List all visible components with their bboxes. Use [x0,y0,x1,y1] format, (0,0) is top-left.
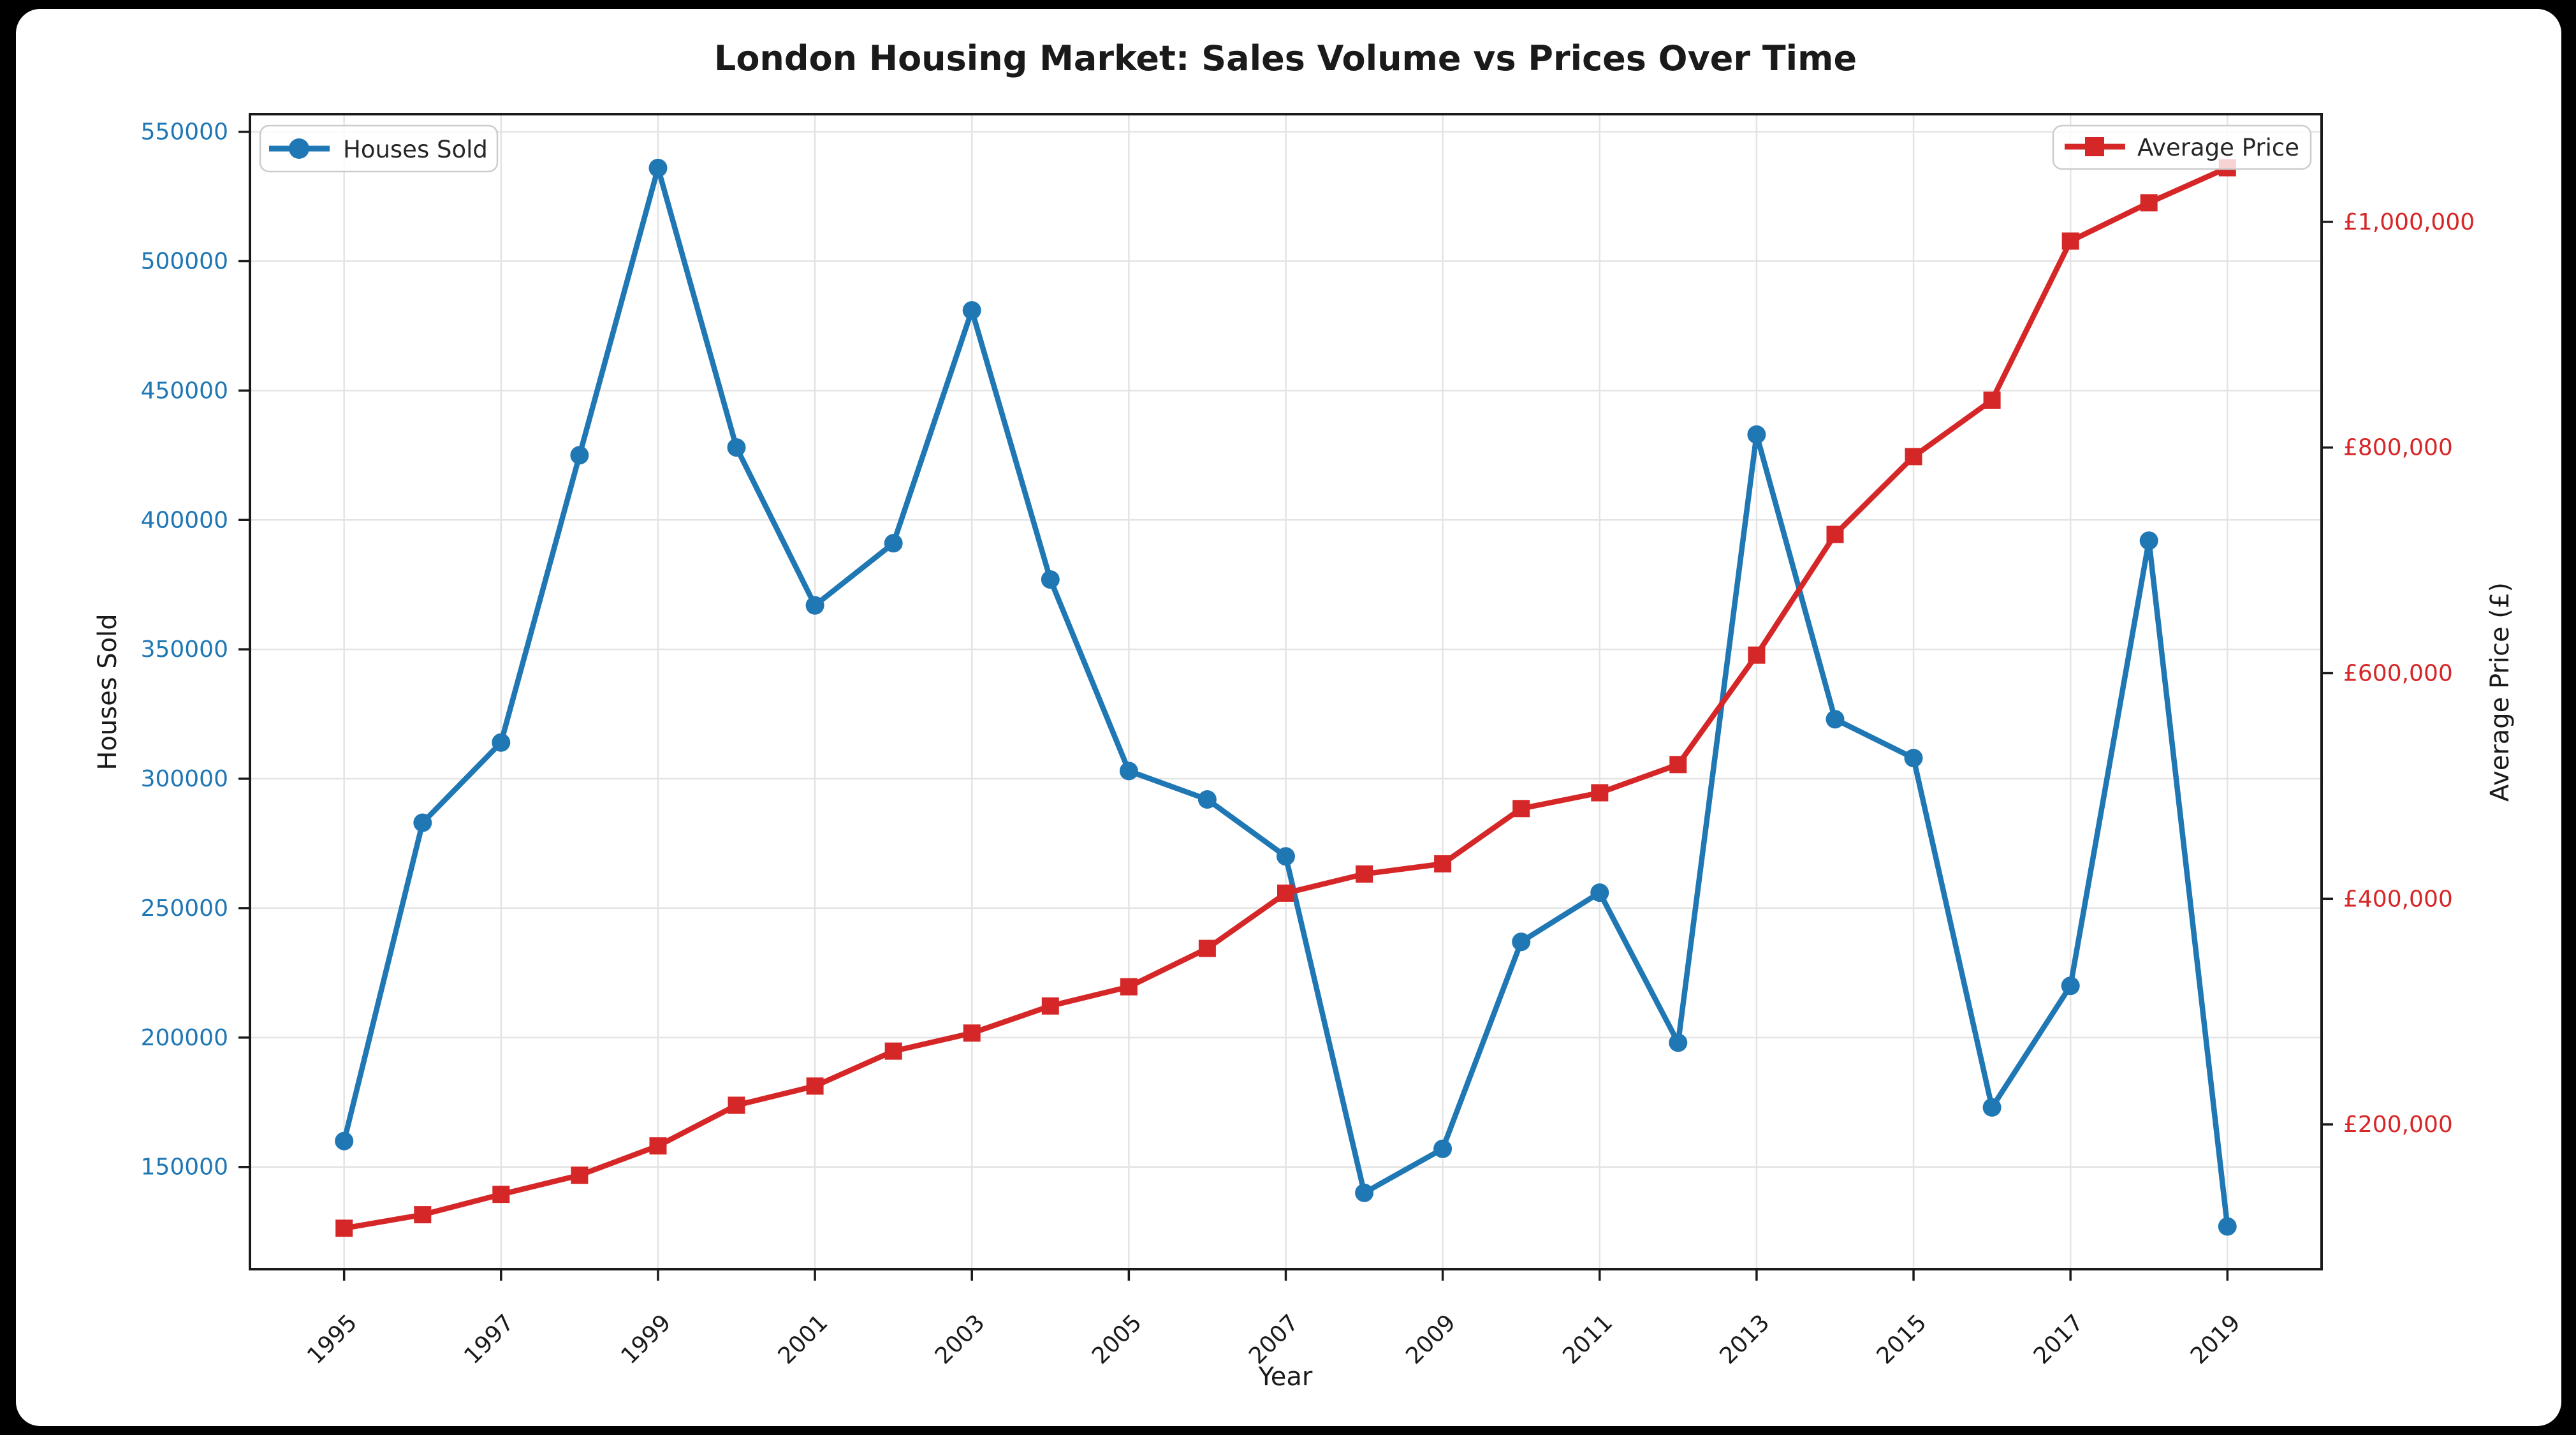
data-point-square [1198,939,1216,957]
data-point-square [2140,194,2158,212]
data-point-square [1434,855,1452,872]
chart-title: London Housing Market: Sales Volume vs P… [714,38,1857,78]
left-y-tick-label: 300000 [141,766,228,792]
data-point-circle [413,813,432,832]
right-y-tick-label: £600,000 [2343,660,2453,686]
left-y-axis-label: Houses Sold [93,614,122,770]
data-point-square [1277,884,1294,902]
data-point-circle [1982,1098,2002,1117]
data-point-square [1120,978,1138,996]
data-point-square [492,1186,510,1203]
data-point-circle [1119,762,1138,781]
left-y-tick-label: 150000 [141,1154,228,1181]
data-point-circle [1355,1183,1374,1202]
data-point-circle [492,733,511,752]
data-point-square [649,1137,667,1155]
data-point-square [571,1166,589,1184]
axis-ticks [238,130,2333,1281]
x-axis-label: Year [1258,1362,1313,1392]
data-point-circle [1669,1033,1688,1052]
data-point-square [1512,800,1530,818]
data-point-square [963,1024,981,1042]
left-y-tick-label: 250000 [141,895,228,922]
data-point-circle [1590,883,1609,902]
data-point-square [1356,865,1373,883]
left-y-tick-label: 350000 [141,637,228,663]
legend-label-average-price: Average Price [2137,134,2299,161]
left-y-tick-label: 400000 [141,507,228,533]
data-point-square [1748,646,1766,664]
data-point-circle [570,446,589,465]
data-point-circle [805,596,824,615]
data-point-square [2061,232,2079,250]
right-y-tick-label: £200,000 [2343,1112,2453,1138]
left-y-tick-label: 200000 [141,1025,228,1051]
data-point-square [1905,448,1922,466]
right-y-tick-label: £1,000,000 [2343,209,2475,235]
data-point-circle [2139,531,2158,550]
figure-background [16,9,2561,1426]
data-point-circle [1433,1139,1453,1158]
data-point-circle [648,158,668,177]
data-point-square [1041,997,1059,1015]
data-point-square [414,1206,432,1224]
data-point-circle [1277,847,1295,866]
data-point-square [884,1042,902,1060]
data-point-square [335,1219,353,1237]
data-point-circle [335,1131,354,1151]
legend-square-marker-icon [2085,137,2104,156]
data-point-square [1669,756,1687,774]
data-point-square [1983,391,2001,409]
series-average-price [335,159,2236,1237]
left-y-tick-label: 500000 [141,248,228,274]
left-y-tick-label: 550000 [141,119,228,145]
grid-lines [250,114,2322,1269]
left-y-tick-label: 450000 [141,378,228,404]
data-point-square [728,1096,745,1114]
right-y-tick-label: £400,000 [2343,886,2453,912]
data-series [335,158,2237,1237]
right-y-axis-label: Average Price (£) [2485,582,2515,802]
data-point-circle [2218,1217,2237,1236]
legend-label-houses-sold: Houses Sold [343,136,488,163]
data-point-circle [1747,425,1766,444]
data-point-circle [884,534,903,553]
data-point-circle [2061,976,2080,996]
right-y-tick-label: £800,000 [2343,435,2453,461]
legend-box [2052,124,2312,170]
data-point-circle [1041,570,1060,589]
data-point-circle [1826,710,1845,729]
data-point-circle [1904,749,1923,768]
data-point-square [1826,526,1844,543]
data-point-square [1591,784,1609,802]
legend-average-price: Average Price [2052,124,2312,170]
series-houses-sold [335,158,2237,1236]
legend-circle-marker-icon [289,138,309,159]
data-point-circle [1512,932,1531,952]
data-point-circle [962,301,981,320]
data-point-circle [1197,790,1217,809]
legend-box [259,124,499,173]
data-point-square [806,1077,824,1095]
legend-houses-sold: Houses Sold [259,124,499,173]
data-point-circle [727,438,746,457]
